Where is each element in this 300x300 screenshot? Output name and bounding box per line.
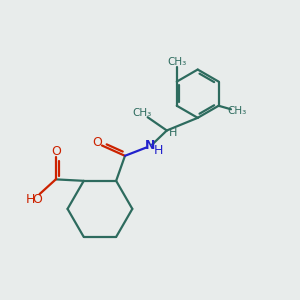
Text: CH₃: CH₃: [168, 58, 187, 68]
Text: N: N: [145, 139, 155, 152]
Text: O: O: [33, 193, 43, 206]
Text: H: H: [154, 144, 163, 157]
Text: CH₃: CH₃: [228, 106, 247, 116]
Text: CH₃: CH₃: [133, 108, 152, 118]
Text: O: O: [92, 136, 102, 149]
Text: O: O: [51, 146, 61, 158]
Text: H: H: [26, 193, 35, 206]
Text: H: H: [169, 128, 177, 138]
